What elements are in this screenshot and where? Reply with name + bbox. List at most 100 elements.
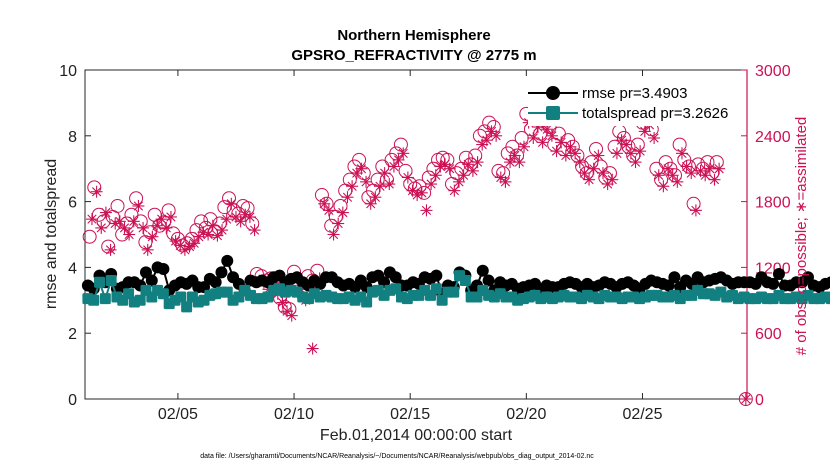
asterisk-stroke — [175, 240, 185, 251]
asterisk-stroke — [235, 216, 246, 226]
asterisk-stroke — [384, 179, 394, 189]
obs-assimilated-point — [322, 204, 335, 217]
asterisk-stroke — [87, 214, 97, 224]
asterisk-stroke — [138, 223, 148, 233]
obs-assimilated-point — [318, 197, 331, 210]
totalspread-point — [94, 276, 106, 288]
obs-assimilated-point — [243, 210, 256, 223]
obs-assimilated-point — [109, 217, 122, 230]
asterisk-stroke — [277, 297, 288, 308]
asterisk-stroke — [445, 164, 455, 174]
totalspread-point — [99, 293, 111, 305]
obs-assimilated-point — [583, 173, 596, 186]
obs-assimilated-point — [666, 169, 679, 182]
asterisk-stroke — [370, 192, 380, 202]
y-tick-label: 0 — [68, 392, 77, 409]
asterisk-stroke — [366, 199, 376, 209]
obs-assimilated-point — [85, 213, 98, 226]
x-tick-labels: 02/05 02/10 02/15 02/20 02/25 — [158, 406, 663, 423]
legend-rmse-marker — [546, 86, 560, 100]
obs-assimilated-point — [466, 164, 479, 177]
obs-assimilated-point — [155, 213, 168, 226]
asterisk-stroke — [551, 146, 562, 156]
obs-assimilated-point — [225, 197, 238, 210]
obs-assimilated-point — [378, 167, 391, 180]
y-tick-label: 8 — [68, 129, 77, 146]
obs-assimilated-point — [420, 204, 433, 217]
obs-assimilated-point — [671, 175, 684, 188]
obs-assimilated-point — [652, 169, 665, 182]
asterisk-stroke — [658, 181, 669, 191]
asterisk-stroke — [491, 131, 501, 141]
totalspread-point — [825, 293, 830, 305]
obs-assimilated-point — [657, 180, 670, 193]
asterisk-stroke — [607, 175, 617, 185]
asterisk-stroke — [579, 168, 590, 178]
obs-assimilated-point — [373, 180, 386, 193]
asterisk-stroke — [649, 133, 659, 143]
obs-assimilated-point — [592, 149, 605, 162]
asterisk-stroke — [222, 214, 232, 224]
obs-assimilated-point — [206, 219, 219, 232]
obs-assimilated-point — [685, 167, 698, 180]
asterisk-stroke — [542, 124, 552, 134]
totalspread-point — [448, 286, 460, 298]
obs-assimilated-point — [387, 160, 400, 173]
asterisk-stroke — [356, 164, 367, 174]
totalspread-point — [88, 294, 100, 306]
y-tick-label: 6 — [68, 195, 77, 212]
obs-assimilated-point — [411, 189, 424, 202]
asterisk-stroke — [472, 157, 483, 167]
legend: rmse pr=3.4903 totalspread pr=3.2626 — [528, 78, 742, 126]
obs-assimilated-point — [341, 191, 354, 204]
asterisk-stroke — [435, 161, 446, 172]
obs-assimilated-point — [202, 228, 215, 241]
obs-assimilated-point — [452, 175, 465, 188]
asterisk-stroke — [630, 157, 641, 167]
obs-assimilated-point — [355, 162, 368, 175]
legend-box — [528, 78, 742, 126]
asterisk-stroke — [714, 164, 724, 174]
totalspread-point — [134, 294, 146, 306]
rmse-point — [145, 274, 158, 287]
rmse-point — [209, 276, 222, 289]
asterisk-stroke — [208, 221, 218, 231]
asterisk-stroke — [741, 394, 751, 404]
obs-assimilated-point — [183, 240, 196, 253]
asterisk-stroke — [426, 179, 436, 189]
obs-assimilated-point — [564, 140, 577, 153]
obs-assimilated-point — [699, 169, 712, 182]
asterisk-stroke — [189, 238, 199, 248]
asterisk-stroke — [686, 168, 696, 178]
obs-assimilated-point — [188, 237, 201, 250]
obs-assimilated-point — [689, 204, 702, 217]
asterisk-stroke — [584, 175, 594, 185]
asterisk-stroke — [287, 311, 297, 321]
asterisk-stroke — [654, 170, 664, 180]
obs-assimilated-point — [680, 160, 693, 173]
obs-assimilated-point — [550, 145, 563, 158]
asterisk-stroke — [612, 148, 622, 158]
asterisk-stroke — [342, 192, 353, 202]
obs-assimilated-point — [99, 206, 112, 219]
asterisk-stroke — [700, 170, 710, 180]
y-right-tick-label: 0 — [755, 392, 764, 409]
obs-assimilated-point — [480, 134, 493, 147]
data-file-footnote: data file: /Users/gharamti/Documents/NCA… — [200, 453, 594, 460]
asterisk-stroke — [709, 175, 720, 185]
obs-assimilated-point — [638, 125, 651, 138]
obs-assimilated-point — [132, 199, 145, 212]
x-axis-label: Feb.01,2014 00:00:00 start — [320, 427, 513, 444]
obs-assimilated-point — [211, 229, 224, 242]
asterisk-stroke — [393, 155, 404, 165]
obs-assimilated-point — [559, 149, 572, 162]
rmse-point — [215, 266, 228, 279]
obs-assimilated-point — [369, 191, 382, 204]
obs-assimilated-point — [332, 217, 345, 230]
legend-rmse-label: rmse pr=3.4903 — [582, 85, 687, 102]
obs-assimilated-point — [90, 185, 103, 198]
asterisk-stroke — [361, 177, 371, 187]
asterisk-stroke — [677, 148, 687, 158]
asterisk-stroke — [203, 229, 213, 240]
